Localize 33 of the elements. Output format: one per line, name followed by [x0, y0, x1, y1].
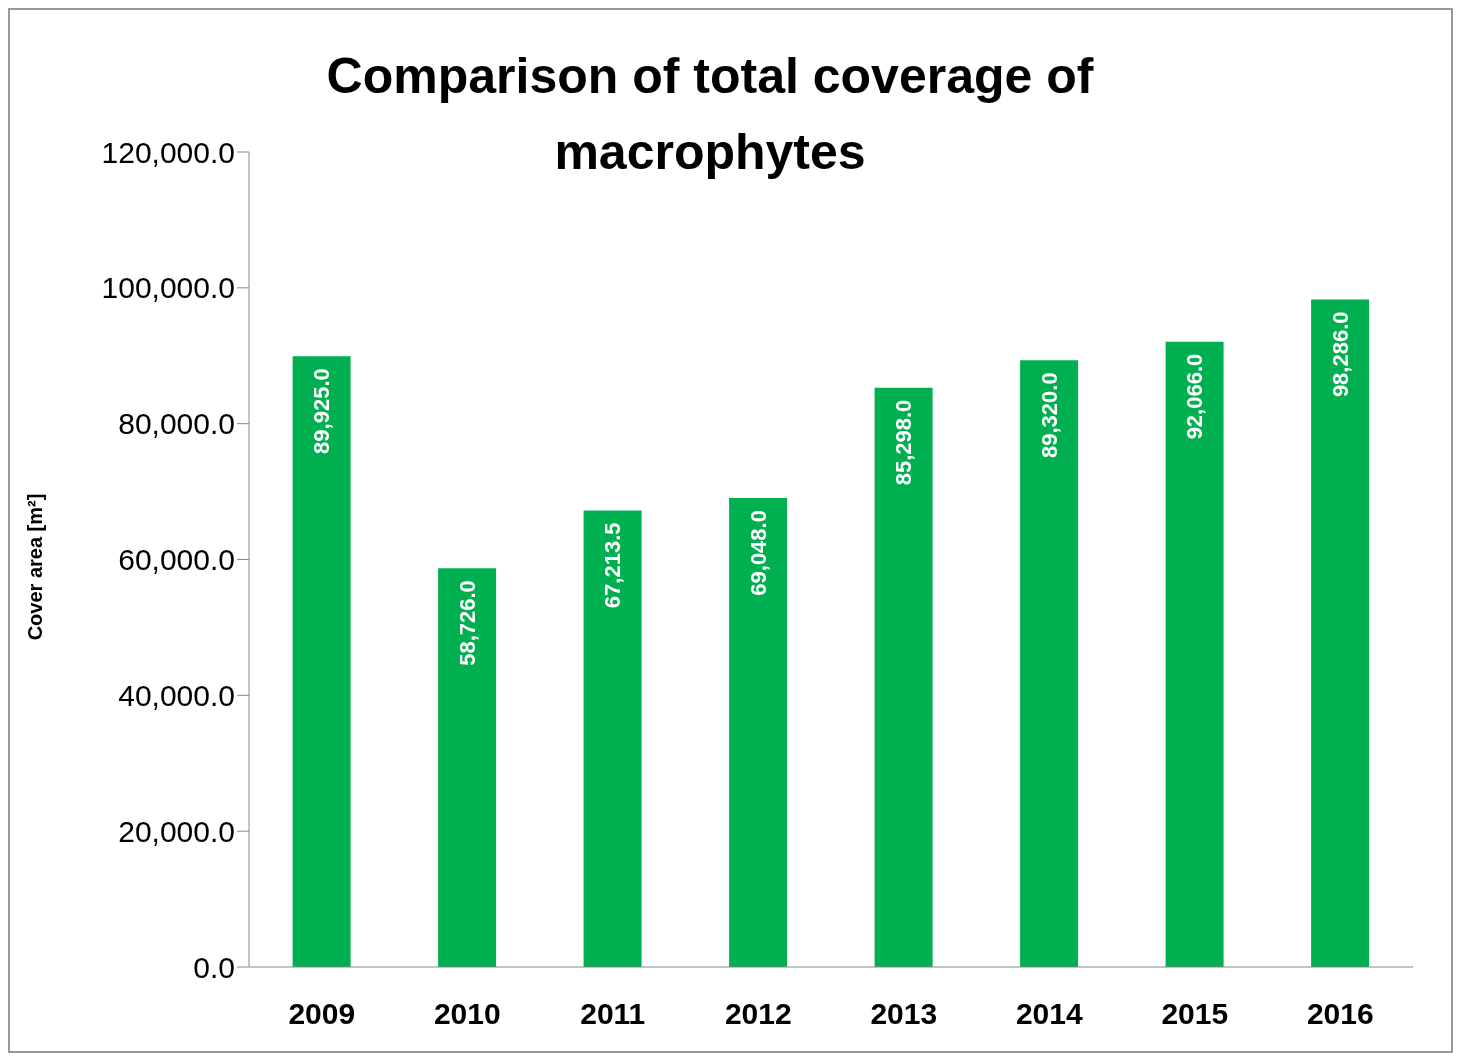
data-label: 89,925.0	[309, 368, 335, 454]
y-tick-label: 40,000.0	[118, 678, 235, 712]
y-tick-label: 60,000.0	[118, 543, 235, 577]
data-label: 58,726.0	[454, 580, 480, 666]
x-tick-label: 2015	[1161, 997, 1229, 1031]
x-tick-label: 2011	[580, 997, 646, 1031]
data-label: 92,066.0	[1182, 353, 1208, 440]
y-tick-label: 100,000.0	[101, 271, 235, 305]
x-tick-label: 2013	[870, 997, 938, 1031]
y-tick-label: 120,000.0	[101, 135, 235, 169]
bar	[1165, 341, 1224, 967]
data-label: 98,286.0	[1327, 311, 1353, 398]
y-tick-label: 20,000.0	[118, 814, 235, 848]
bar	[874, 387, 933, 967]
x-tick-label: 2010	[433, 997, 501, 1031]
y-tick-label: 0.0	[193, 950, 235, 984]
chart-title: Comparison of total coverage of macrophytes	[325, 47, 1095, 182]
y-axis-title: Cover area [m²]	[23, 493, 47, 641]
x-tick-label: 2009	[288, 997, 356, 1031]
x-tick-label: 2014	[1015, 997, 1083, 1031]
bar	[583, 510, 642, 967]
bar	[1020, 360, 1079, 967]
x-tick-label: 2012	[724, 997, 792, 1031]
bar	[438, 568, 497, 967]
data-label: 69,048.0	[745, 510, 771, 596]
x-tick-label: 2016	[1306, 997, 1374, 1031]
bar	[1311, 299, 1370, 967]
bar	[292, 356, 351, 967]
y-tick-label: 80,000.0	[118, 407, 235, 441]
data-label: 89,320.0	[1036, 372, 1062, 459]
data-label: 67,213.5	[600, 522, 626, 609]
data-label: 85,298.0	[891, 399, 917, 486]
bar	[729, 498, 788, 967]
